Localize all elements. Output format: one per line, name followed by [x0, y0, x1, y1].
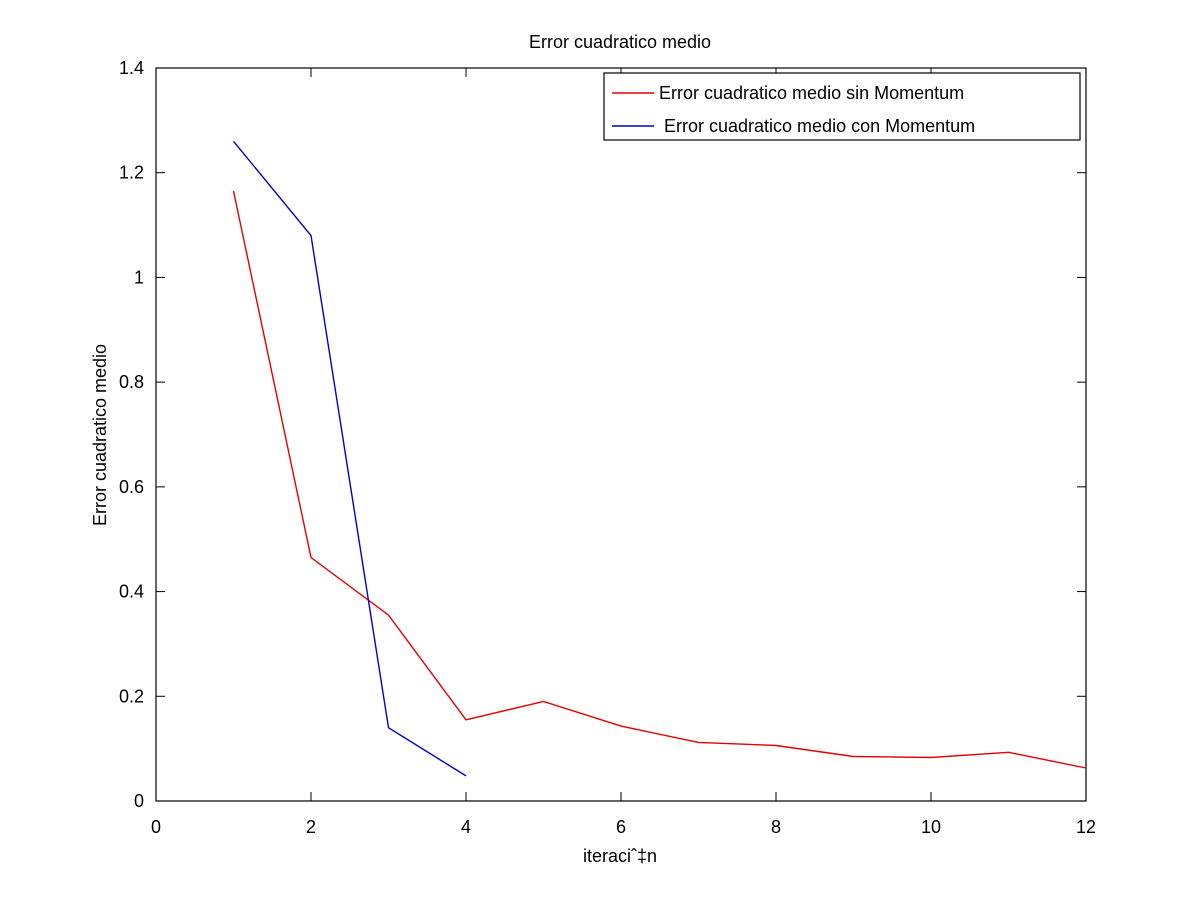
y-tick-label: 0	[134, 791, 144, 811]
y-tick-label: 0.4	[119, 582, 144, 602]
y-tick-label: 0.6	[119, 477, 144, 497]
x-tick-label: 2	[306, 817, 316, 837]
legend-box	[603, 72, 1081, 141]
x-tick-label: 8	[771, 817, 781, 837]
x-axis-label: iteraciˆ‡n	[583, 846, 657, 866]
series-line-0	[232, 190, 1087, 769]
x-tick-label: 4	[461, 817, 471, 837]
y-tick-label: 1	[134, 267, 144, 287]
plot-area: 0 2 4 6 8 10 12 0 0.2 0.4 0.6 0.8 1 1.2 1.4 Error cuadr…	[119, 58, 1096, 837]
chart-title: Error cuadratico medio	[529, 32, 711, 52]
series-line-1	[232, 140, 467, 777]
y-tick-label: 0.8	[119, 372, 144, 392]
legend-label-1: Error cuadratico medio con Momentum	[659, 116, 975, 136]
y-tick-label: 0.2	[119, 686, 144, 706]
y-tick-label: 1.4	[119, 58, 144, 78]
x-tick-label: 6	[616, 817, 626, 837]
legend-label-0: Error cuadratico medio sin Momentum	[659, 83, 964, 103]
y-axis-label: Error cuadratico medio	[90, 344, 110, 526]
x-tick-label: 0	[151, 817, 161, 837]
x-tick-label: 12	[1076, 817, 1096, 837]
x-tick-label: 10	[921, 817, 941, 837]
y-tick-label: 1.2	[119, 163, 144, 183]
